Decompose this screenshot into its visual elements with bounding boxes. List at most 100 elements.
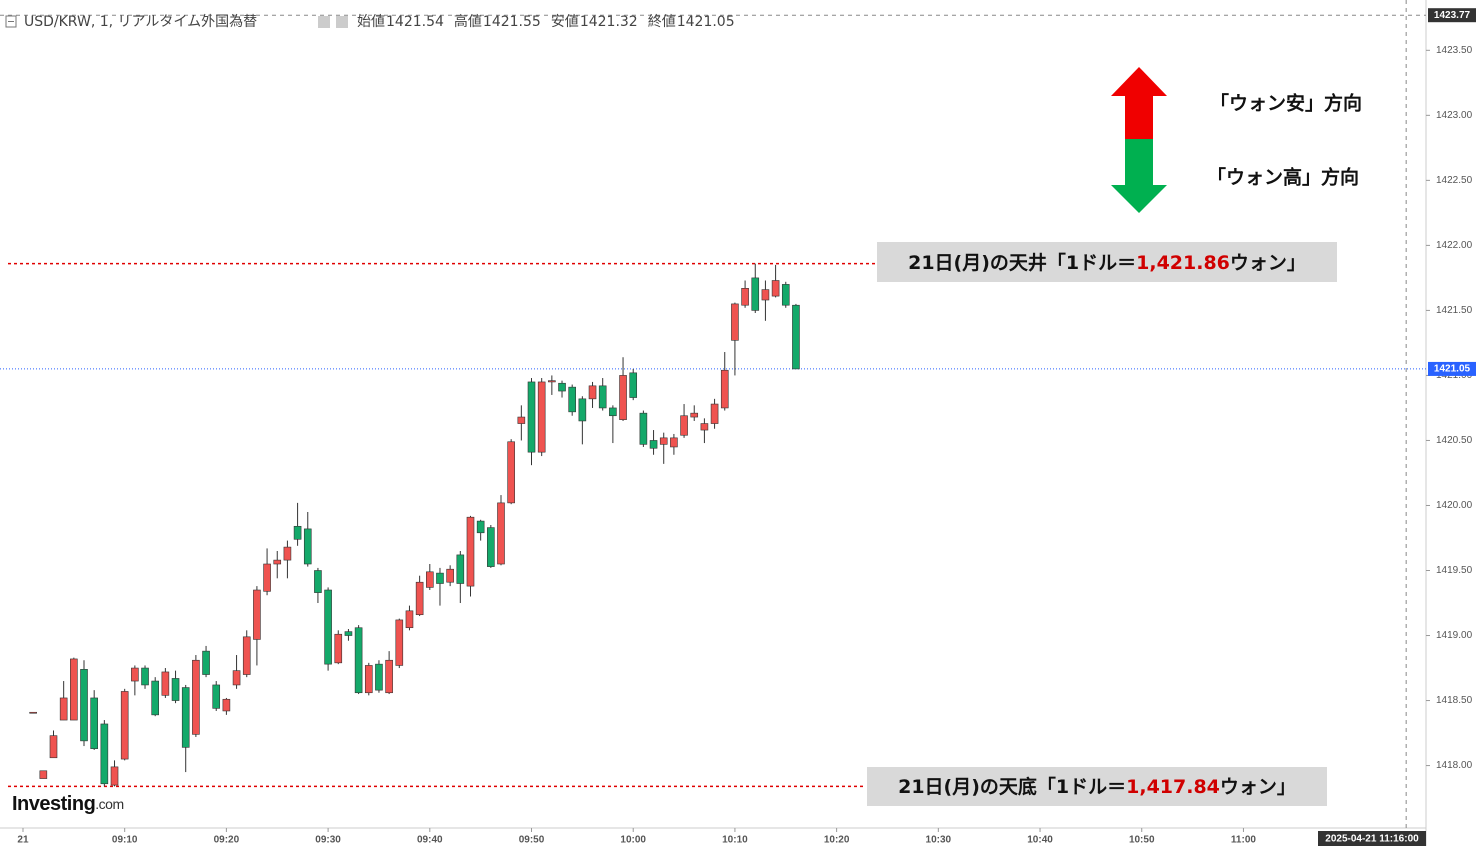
candle-body — [29, 711, 37, 714]
candle-body — [395, 619, 404, 666]
candle-body — [242, 636, 251, 675]
x-tick-label: 10:40 — [1027, 835, 1053, 846]
ohlc-value: 1421.32 — [580, 14, 638, 30]
candle-body — [293, 525, 302, 540]
candle-body — [700, 423, 709, 431]
crosshair-x-badge — [1318, 831, 1426, 846]
y-tick-label: 1420.00 — [1436, 500, 1473, 511]
candle-body — [49, 735, 58, 759]
y-tick-label: 1423.50 — [1436, 45, 1473, 56]
logo-text: .com — [95, 796, 123, 812]
candle-body — [446, 568, 454, 583]
candle-body — [751, 277, 760, 311]
annotation: 21日(月)の天底「1ドル＝1,417.84ウォン」 — [898, 775, 1296, 798]
x-tick-label: 10:10 — [722, 835, 748, 846]
candle-body — [110, 766, 119, 786]
annotation-text: ウォン」 — [1220, 776, 1296, 798]
candle-body — [558, 382, 566, 392]
candle-body — [375, 663, 383, 691]
annotation-text: ウォン」 — [1230, 252, 1306, 274]
candle-body — [202, 650, 210, 675]
x-tick-label: 09:40 — [417, 835, 443, 846]
candle-body — [70, 658, 78, 721]
y-tick-label: 1418.00 — [1436, 760, 1473, 771]
candle-body — [364, 665, 373, 694]
x-tick-label: 21 — [17, 835, 29, 846]
y-tick-label: 1421.50 — [1436, 305, 1473, 316]
candle-body — [741, 288, 749, 306]
crosshair-y-label: 1423.77 — [1434, 10, 1471, 21]
annotation-text: 21日(月)の天底「1ドル＝ — [898, 775, 1126, 798]
candle-body — [761, 289, 770, 301]
candle-body — [39, 770, 48, 779]
candle-body — [192, 659, 200, 735]
candle-body — [80, 669, 88, 742]
candle-body — [405, 610, 414, 629]
x-tick-label: 10:30 — [926, 835, 952, 846]
candle-body — [314, 570, 322, 593]
annotation-box — [877, 242, 1337, 282]
candle-body — [90, 697, 98, 749]
candle-body — [680, 415, 688, 436]
legend-weak: 「ウォン安」方向 — [1210, 92, 1362, 115]
candle-body — [568, 386, 576, 413]
crosshair-x-label: 2025-04-21 11:16:00 — [1325, 834, 1419, 845]
y-tick-label: 1423.00 — [1436, 110, 1473, 121]
candle-body — [517, 416, 526, 424]
icon[interactable] — [318, 16, 330, 28]
candle-body — [385, 659, 393, 694]
candle-body — [334, 633, 343, 664]
x-tick-label: 10:50 — [1129, 835, 1155, 846]
y-tick-label: 1420.50 — [1436, 435, 1473, 446]
last-price-badge — [1428, 361, 1476, 376]
ohlc-label: 始値 — [357, 14, 385, 30]
candle-body — [537, 381, 546, 453]
candle-body — [710, 403, 719, 424]
logo: Investing.com — [12, 793, 124, 815]
candle-body — [792, 304, 800, 370]
candle-body — [426, 571, 434, 588]
candle-body — [415, 581, 424, 616]
x-tick-label: 11:00 — [1231, 835, 1256, 846]
candle-body — [283, 546, 292, 561]
annotation-box — [867, 767, 1327, 806]
candle-body — [609, 407, 617, 417]
x-tick-label: 09:50 — [519, 835, 545, 846]
candle-body — [131, 667, 139, 682]
candle-body — [181, 687, 190, 748]
candle-body — [171, 678, 180, 701]
candle-body — [487, 527, 495, 567]
candle-body — [151, 680, 160, 716]
candle-body — [731, 303, 739, 341]
icon[interactable] — [336, 16, 348, 28]
arrow-down — [1111, 139, 1167, 213]
y-tick-label: 1422.00 — [1436, 240, 1473, 251]
x-tick-label: 10:00 — [620, 835, 646, 846]
candle-body — [578, 398, 587, 422]
candle-body — [507, 441, 515, 504]
candle-body — [436, 572, 444, 584]
candle-body — [161, 671, 170, 696]
marks — [0, 0, 1426, 828]
collapse-icon[interactable] — [5, 15, 17, 28]
candle-body — [720, 369, 729, 409]
logo-text: Investing — [12, 793, 95, 815]
candle-body — [598, 385, 607, 409]
candle-body — [466, 516, 475, 587]
candle-body — [619, 375, 627, 420]
arrow-up — [1111, 67, 1167, 139]
candle-body — [527, 381, 536, 453]
candle-body — [100, 723, 109, 785]
candle-body — [690, 412, 699, 418]
candle-body — [303, 528, 312, 565]
x-tick-label: 09:20 — [214, 835, 240, 846]
crosshair-y-badge — [1428, 8, 1476, 23]
y-tick-label: 1419.00 — [1436, 630, 1473, 641]
last-price-label: 1421.05 — [1434, 364, 1471, 375]
candle-body — [324, 589, 332, 665]
ohlc-value: 1421.54 — [386, 14, 444, 30]
ohlc-value: 1421.55 — [483, 14, 541, 30]
candle-body — [232, 670, 241, 686]
